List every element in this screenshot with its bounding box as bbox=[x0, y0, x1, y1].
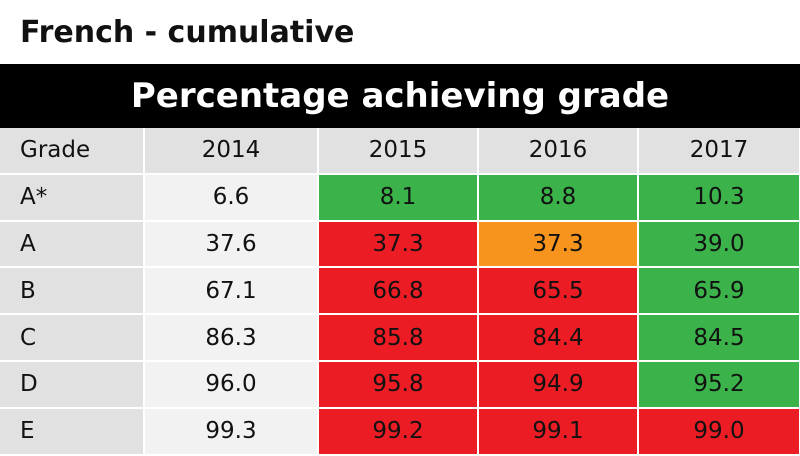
value-cell-2015: 95.8 bbox=[318, 360, 479, 409]
grade-cell: B bbox=[0, 267, 145, 316]
header-2016: 2016 bbox=[478, 128, 639, 175]
value-cell-2014: 6.6 bbox=[144, 173, 319, 222]
value-cell-2015: 8.1 bbox=[318, 173, 479, 222]
header-2017: 2017 bbox=[638, 128, 800, 175]
table-banner: Percentage achieving grade bbox=[0, 64, 800, 128]
table-row: A* 6.6 8.1 8.8 10.3 bbox=[0, 173, 800, 222]
table-body: A* 6.6 8.1 8.8 10.3 A 37.6 37.3 37.3 39.0 B 67.1 66.… bbox=[0, 173, 800, 456]
header-row: Grade 2014 2015 2016 2017 bbox=[0, 128, 800, 175]
value-cell-2015: 99.2 bbox=[318, 407, 479, 456]
header-2015: 2015 bbox=[318, 128, 479, 175]
value-cell-2016: 94.9 bbox=[478, 360, 639, 409]
grade-cell: D bbox=[0, 360, 145, 409]
grade-table: Grade 2014 2015 2016 2017 A* 6.6 8.1 8.8 10.… bbox=[0, 128, 800, 456]
value-cell-2015: 66.8 bbox=[318, 267, 479, 316]
page-title: French - cumulative bbox=[20, 14, 355, 50]
value-cell-2017: 99.0 bbox=[638, 407, 800, 456]
grade-cell: C bbox=[0, 314, 145, 362]
header-grade: Grade bbox=[0, 128, 145, 175]
grade-cell: A bbox=[0, 220, 145, 269]
value-cell-2016: 84.4 bbox=[478, 314, 639, 362]
value-cell-2017: 65.9 bbox=[638, 267, 800, 316]
value-cell-2016: 99.1 bbox=[478, 407, 639, 456]
value-cell-2015: 85.8 bbox=[318, 314, 479, 362]
table-row: A 37.6 37.3 37.3 39.0 bbox=[0, 220, 800, 269]
value-cell-2017: 10.3 bbox=[638, 173, 800, 222]
value-cell-2014: 86.3 bbox=[144, 314, 319, 362]
table-row: D 96.0 95.8 94.9 95.2 bbox=[0, 360, 800, 409]
table-row: B 67.1 66.8 65.5 65.9 bbox=[0, 267, 800, 316]
value-cell-2016: 37.3 bbox=[478, 220, 639, 269]
value-cell-2014: 67.1 bbox=[144, 267, 319, 316]
grade-cell: E bbox=[0, 407, 145, 456]
value-cell-2017: 84.5 bbox=[638, 314, 800, 362]
value-cell-2014: 99.3 bbox=[144, 407, 319, 456]
value-cell-2014: 37.6 bbox=[144, 220, 319, 269]
value-cell-2016: 65.5 bbox=[478, 267, 639, 316]
grade-cell: A* bbox=[0, 173, 145, 222]
value-cell-2016: 8.8 bbox=[478, 173, 639, 222]
table-row: E 99.3 99.2 99.1 99.0 bbox=[0, 407, 800, 456]
value-cell-2017: 95.2 bbox=[638, 360, 800, 409]
value-cell-2014: 96.0 bbox=[144, 360, 319, 409]
value-cell-2017: 39.0 bbox=[638, 220, 800, 269]
header-2014: 2014 bbox=[144, 128, 319, 175]
value-cell-2015: 37.3 bbox=[318, 220, 479, 269]
table-row: C 86.3 85.8 84.4 84.5 bbox=[0, 314, 800, 362]
